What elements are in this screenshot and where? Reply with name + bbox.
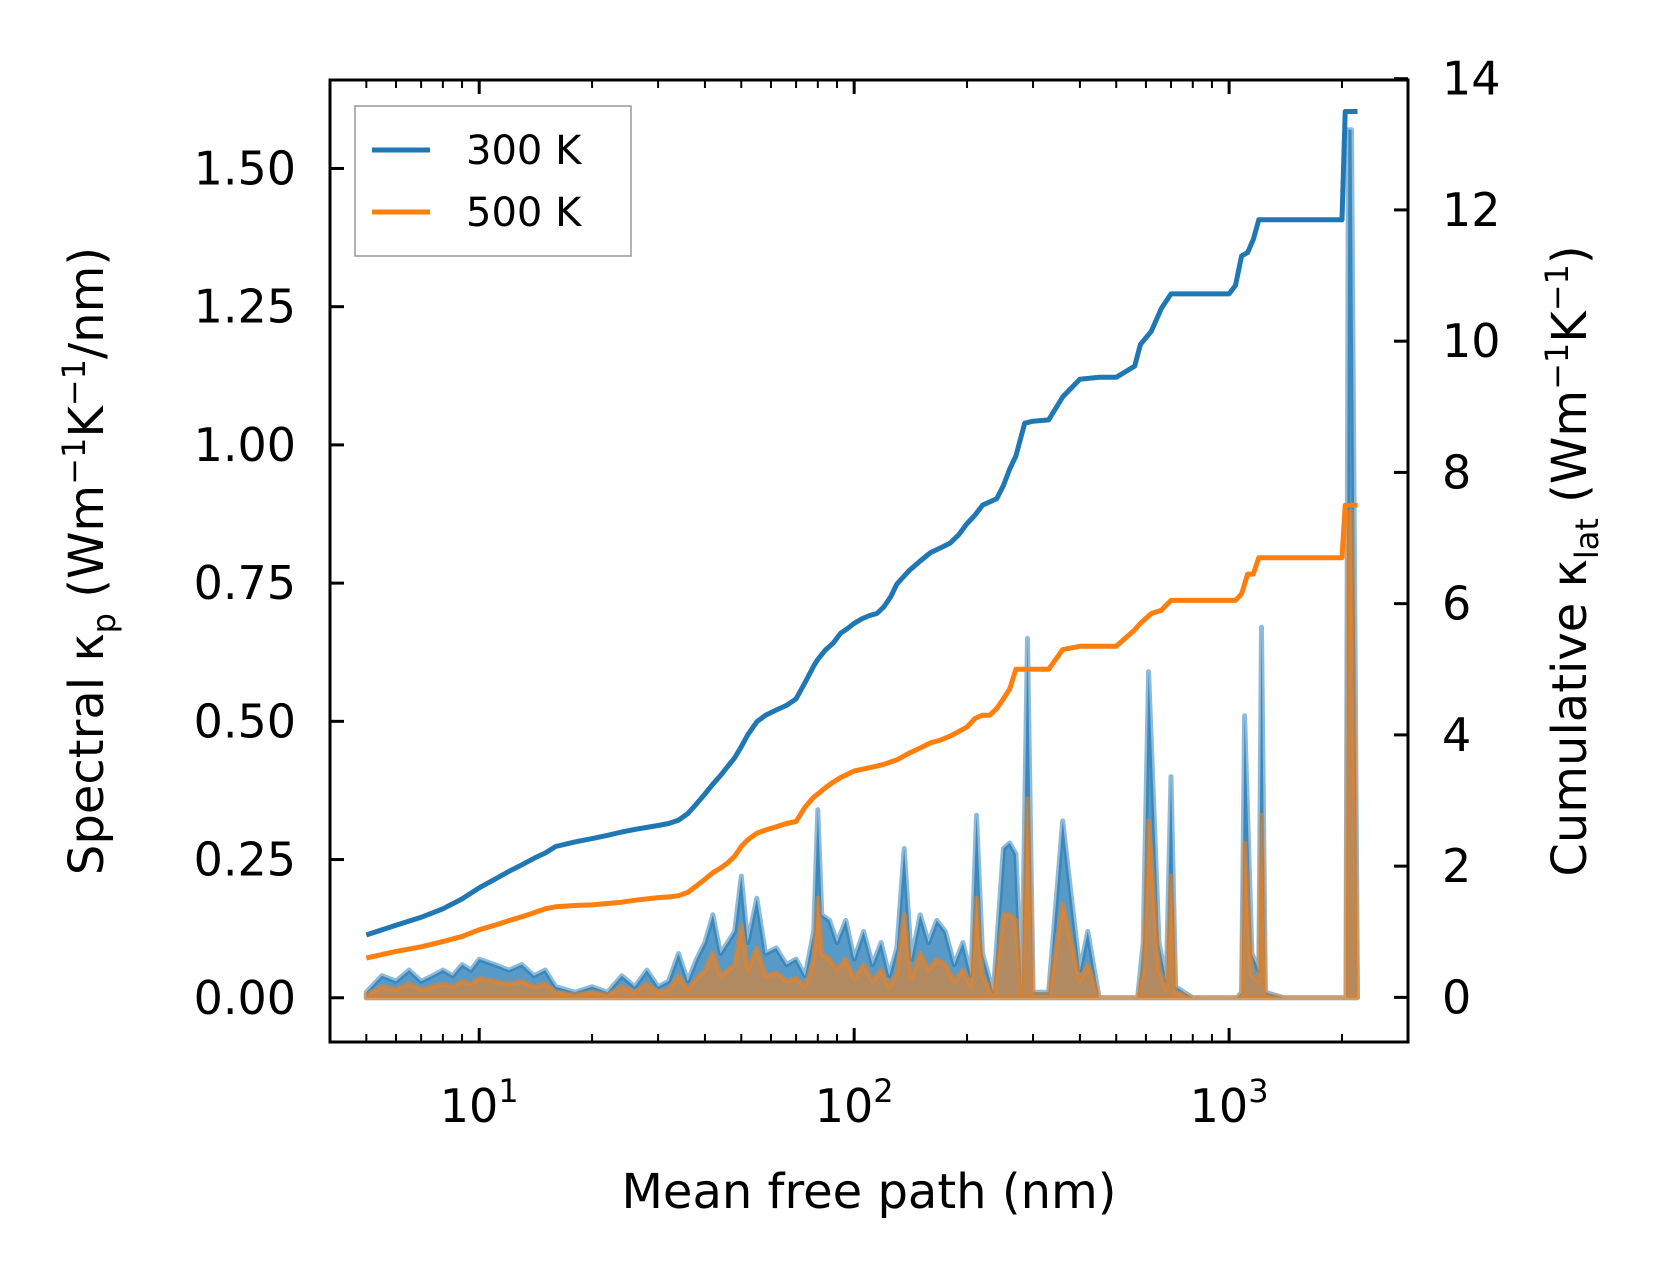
y2-label-unit-open: (Wm [1542,390,1598,518]
y-label-exp2: −1 [55,359,93,406]
x-axis-label: Mean free path (nm) [622,1164,1117,1220]
y2-label-sub: lat [1568,518,1606,559]
plot-frame [328,78,1410,1044]
legend-label-300k: 300 K [466,128,583,174]
spectral-band-500k [363,508,1360,1001]
y2-tick-label: 6 [1442,577,1471,631]
cumulative-line-300k [365,109,1358,938]
y2-label-exp2: −1 [1538,264,1576,311]
x-tick-base: 10 [815,1079,874,1133]
x-tick-exp: 3 [1248,1072,1268,1110]
x-tick-exp: 1 [498,1072,518,1110]
x-tick-base: 10 [1190,1079,1249,1133]
y-tick-label: 1.50 [194,141,296,195]
x-tick-label: 101 [440,1072,519,1133]
x-tick-label: 102 [815,1072,894,1133]
x-tick-label: 103 [1190,1072,1269,1133]
y-tick-label: 1.00 [194,418,296,472]
y-tick-label: 0.25 [194,833,296,887]
y2-label-unit-close: ) [1542,245,1598,264]
y-label-exp1: −1 [55,438,93,485]
y2-tick-label: 0 [1442,970,1471,1024]
y-label-sub: p [85,613,123,633]
y-tick-label: 0.50 [194,694,296,748]
y2-label-exp1: −1 [1538,343,1576,390]
y2-label-mid: K [1542,310,1598,343]
y2-tick-label: 2 [1442,839,1471,893]
y2-label-main: Cumulative κ [1542,559,1598,877]
y2-tick-label: 14 [1442,52,1501,106]
y-label-unit-close: /nm) [59,247,115,359]
y-label-mid: K [59,405,115,438]
y-label-main: Spectral κ [59,633,115,875]
legend-box [354,105,632,257]
cumulative-line-500k [365,502,1358,961]
spectral-bands [363,127,1360,1001]
y2-tick-label: 10 [1442,314,1501,368]
y-tick-label: 0.00 [194,971,296,1025]
tick-labels: 101 102 1030.000.250.500.751.001.251.50024… [194,52,1501,1133]
y-tick-label: 0.75 [194,556,296,610]
y2-tick-label: 12 [1442,183,1501,237]
x-tick-base: 10 [440,1079,499,1133]
x-tick-exp: 2 [873,1072,893,1110]
y2-tick-label: 4 [1442,708,1471,762]
y2-tick-label: 8 [1442,445,1471,499]
cumulative-lines [365,109,1358,961]
legend: 300 K 500 K [354,105,632,257]
y-axis-label: Spectral κp (Wm−1K−1/nm) [55,247,123,875]
y2-axis-label: Cumulative κlat (Wm−1K−1) [1538,245,1606,876]
legend-label-500k: 500 K [466,190,583,236]
y-tick-label: 1.25 [194,280,296,334]
y-label-unit-open: (Wm [59,485,115,613]
